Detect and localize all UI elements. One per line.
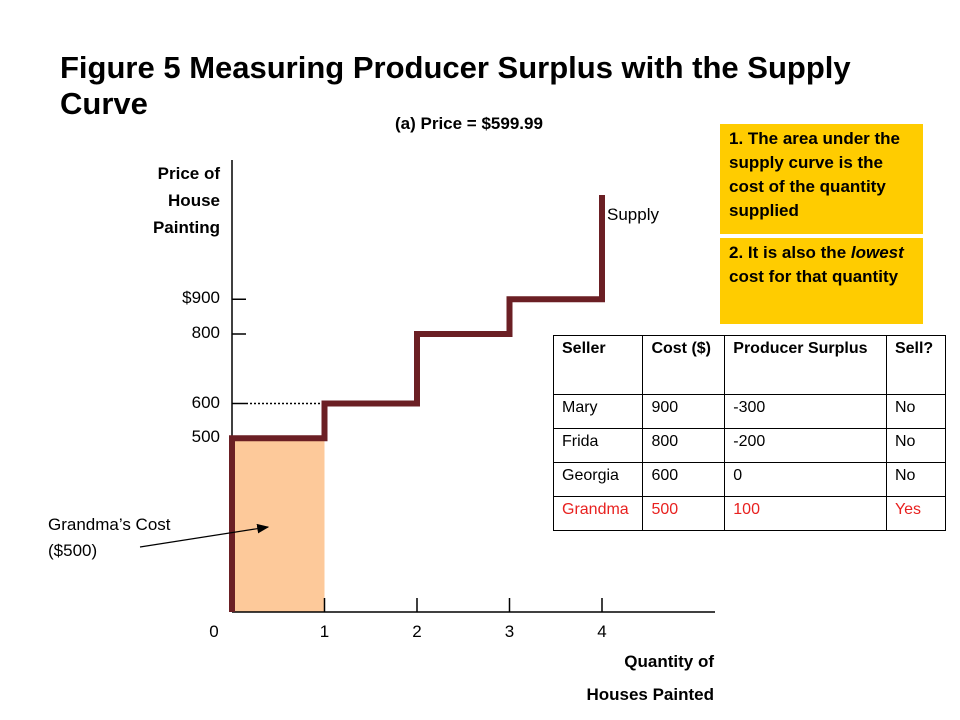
- column-header-cost: Cost ($): [642, 335, 726, 395]
- supply-curve: [229, 195, 605, 612]
- table-cell: 500: [642, 496, 726, 531]
- table-cell: Yes: [885, 496, 947, 531]
- table-row: Georgia 600 0 No: [552, 462, 947, 497]
- note-lowest-cost-prefix: 2. It is also the: [729, 243, 851, 262]
- table-row-highlighted: Grandma 500 100 Yes: [552, 496, 947, 531]
- table-row: Mary 900 -300 No: [552, 394, 947, 429]
- table-cell: Grandma: [552, 496, 644, 531]
- column-header-seller: Seller: [552, 335, 644, 395]
- y-axis-label-line: House: [168, 191, 220, 210]
- table-cell: No: [885, 394, 947, 429]
- table-cell: Frida: [552, 428, 644, 463]
- table-cell: 100: [724, 496, 887, 531]
- table-cell: 0: [724, 462, 887, 497]
- table-cell: 900: [642, 394, 726, 429]
- table-cell: -200: [724, 428, 887, 463]
- y-tick-label: 500: [191, 427, 220, 447]
- x-tick-label: 3: [504, 622, 515, 641]
- y-axis-label: Price of House Painting: [100, 160, 220, 241]
- column-header-sell: Sell?: [885, 335, 947, 395]
- table-cell: Georgia: [552, 462, 644, 497]
- column-header-producer-surplus: Producer Surplus: [724, 335, 887, 395]
- note-lowest-cost-emphasis: lowest: [850, 243, 904, 262]
- x-tick-label: 1: [319, 622, 330, 641]
- grandma-cost-line: Grandma’s Cost: [48, 515, 171, 534]
- x-tick-label: 4: [597, 622, 607, 641]
- note-lowest-cost: 2. It is also the lowest cost for that q…: [720, 238, 923, 324]
- x-axis-label-line: Houses Painted: [586, 685, 714, 704]
- table-row: Frida 800 -200 No: [552, 428, 947, 463]
- page-title: Figure 5 Measuring Producer Surplus with…: [60, 50, 851, 121]
- y-tick-label: $900: [182, 288, 220, 308]
- shaded-cost-area: [232, 438, 325, 612]
- table-cell: 800: [642, 428, 726, 463]
- x-tick-label: 2: [412, 622, 422, 641]
- grandma-cost-arrow: [139, 523, 270, 548]
- table-cell: No: [885, 428, 947, 463]
- y-tick-label: 800: [191, 323, 220, 342]
- grandma-cost-label: Grandma’s Cost ($500): [48, 512, 171, 564]
- x-axis-label-line: Quantity of: [624, 652, 714, 671]
- y-axis-label-line: Painting: [152, 218, 220, 237]
- table-cell: 600: [642, 462, 726, 497]
- chart-subtitle: (a) Price = $599.99: [395, 114, 543, 133]
- table-cell: -300: [724, 394, 887, 429]
- note-lowest-cost-suffix: cost for that quantity: [729, 267, 899, 286]
- y-axis-label-line: Price of: [157, 164, 220, 183]
- sellers-table: Seller Cost ($) Producer Surplus Sell? M…: [552, 335, 947, 531]
- x-tick-label: 0: [209, 622, 219, 641]
- supply-curve-label: Supply: [607, 205, 659, 224]
- note-area-under-supply: 1. The area under the supply curve is th…: [720, 124, 923, 234]
- x-axis-label: Quantity of Houses Painted: [520, 645, 714, 711]
- grandma-cost-line: ($500): [48, 541, 98, 560]
- table-cell: Mary: [552, 394, 644, 429]
- table-header-row: Seller Cost ($) Producer Surplus Sell?: [552, 335, 947, 395]
- table-cell: No: [885, 462, 947, 497]
- y-tick-label: 600: [191, 392, 220, 412]
